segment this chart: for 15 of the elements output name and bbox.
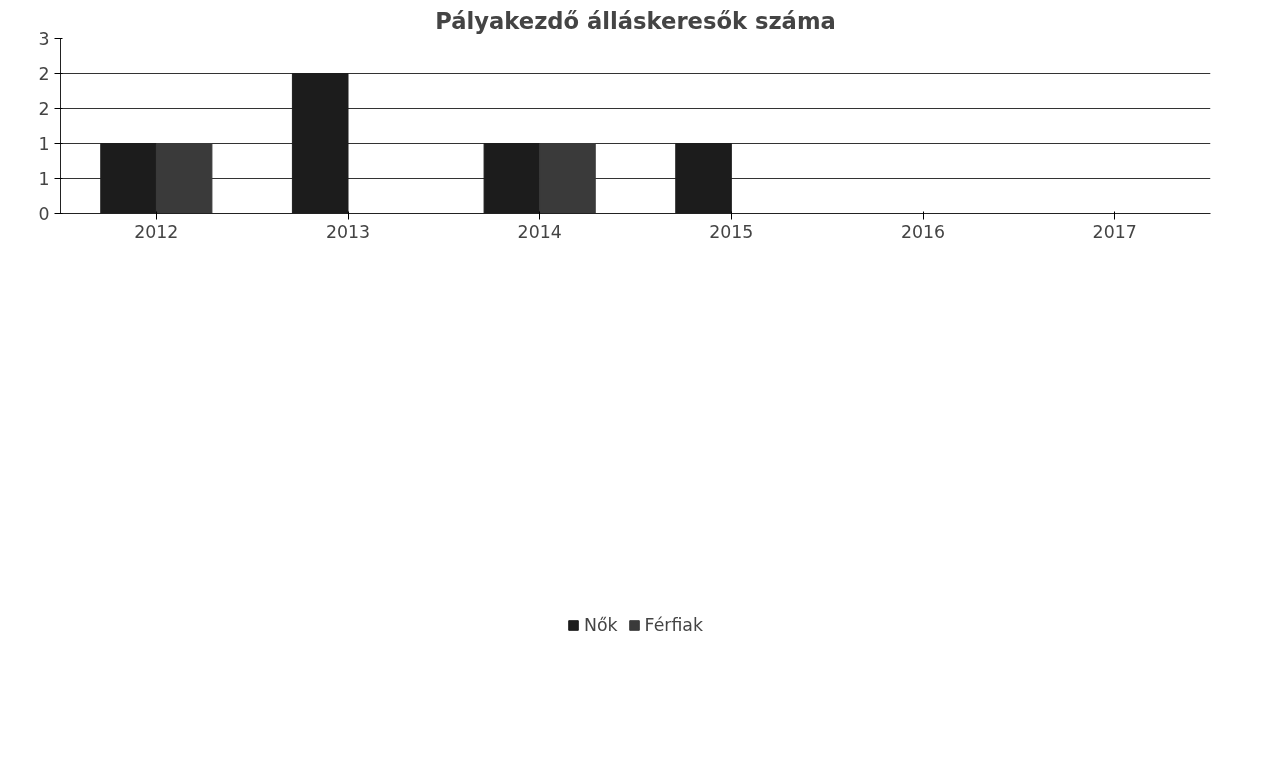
x-tick-label: 2015 [709, 221, 754, 242]
x-tick-label: 2016 [900, 221, 946, 242]
legend-label: Férfiak [644, 615, 703, 635]
y-tick-label: 1 [38, 134, 50, 154]
x-tick-label: 2014 [517, 221, 562, 242]
y-tick-label: 3 [38, 29, 50, 49]
legend-label: Nők [584, 615, 618, 635]
x-tick-label: 2012 [134, 221, 179, 242]
x-tick-label: 2013 [325, 221, 371, 242]
y-tick-label: 2 [38, 64, 50, 84]
y-tick-label: 2 [38, 99, 50, 119]
y-tick-label: 1 [38, 169, 50, 189]
y-tick-label: 0 [38, 204, 50, 224]
x-tick-label: 2017 [1092, 221, 1137, 242]
chart-title: Pályakezdő álláskeresők száma [435, 7, 836, 34]
